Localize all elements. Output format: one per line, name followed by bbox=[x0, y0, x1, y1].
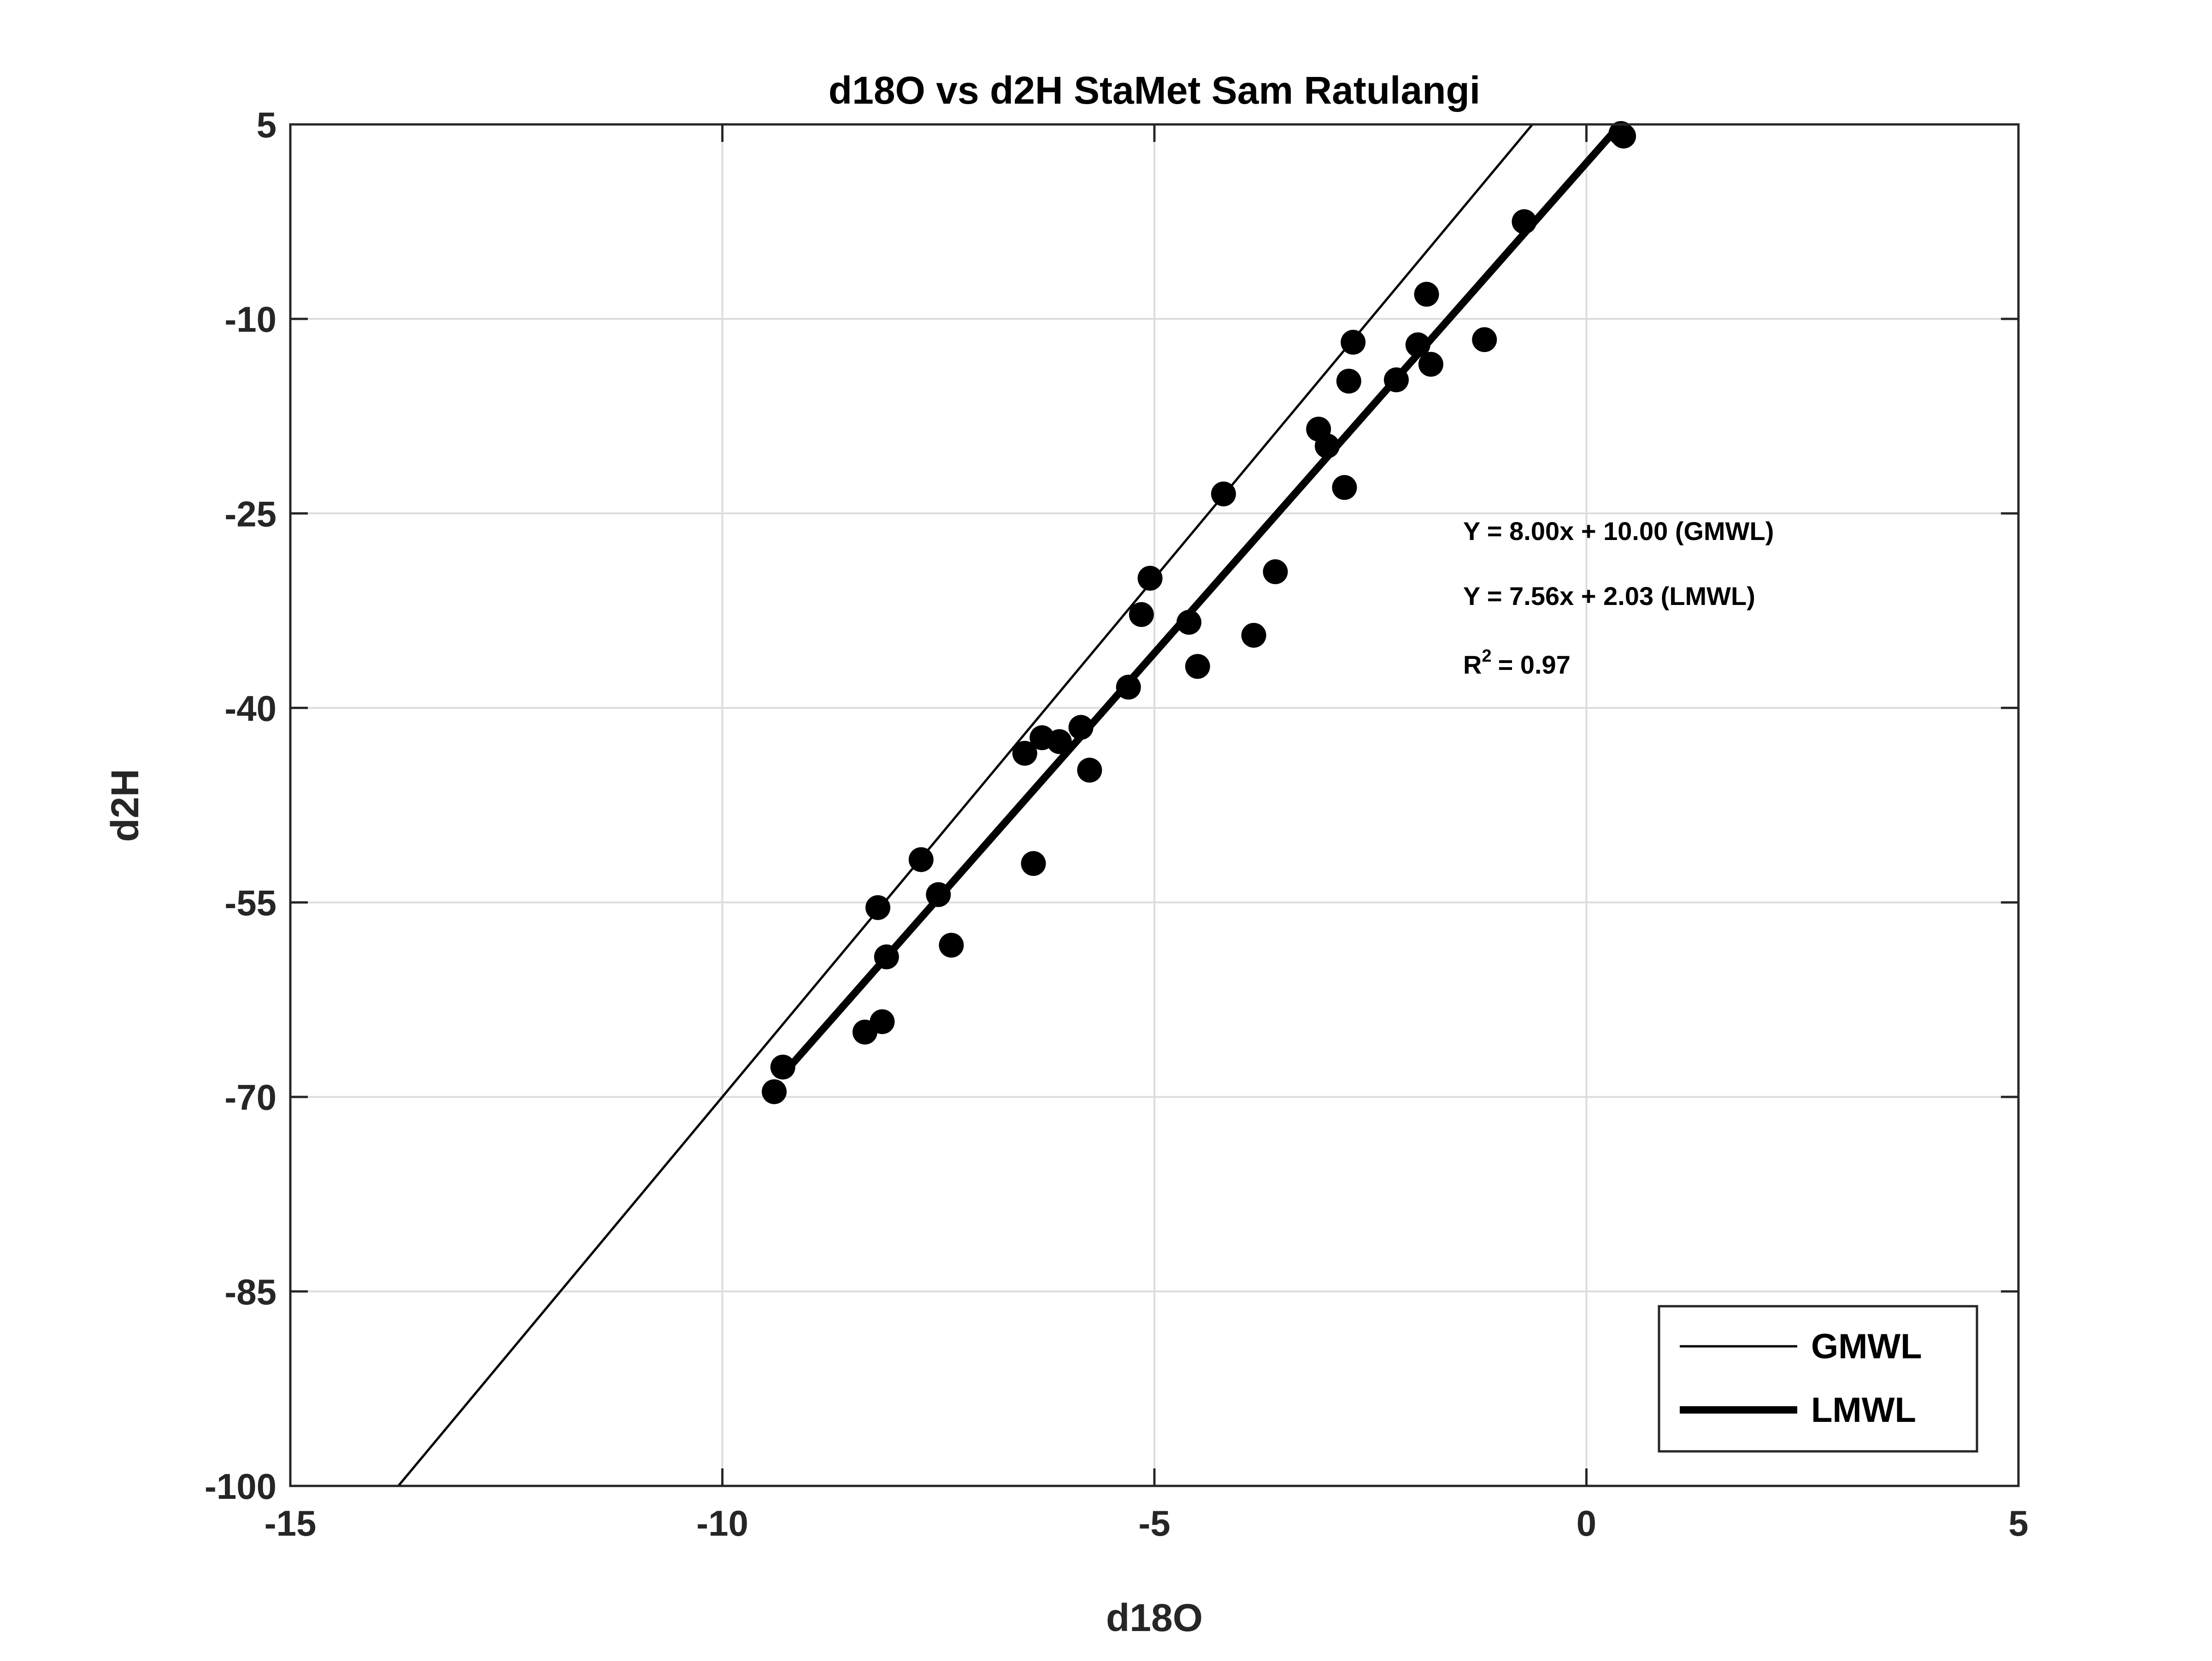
y-tick-label: -55 bbox=[224, 883, 276, 923]
x-tick-label: 5 bbox=[2008, 1503, 2028, 1544]
data-point bbox=[1012, 740, 1037, 766]
y-tick-label: -40 bbox=[224, 688, 276, 728]
x-tick-label: -10 bbox=[696, 1503, 748, 1544]
data-point bbox=[852, 1020, 877, 1045]
data-point bbox=[762, 1079, 787, 1104]
gmwl-line bbox=[397, 123, 1534, 1487]
data-point bbox=[1418, 352, 1443, 377]
chart-title: d18O vs d2H StaMet Sam Ratulangi bbox=[829, 69, 1480, 112]
data-point bbox=[1315, 433, 1340, 458]
y-axis-label: d2H bbox=[103, 769, 147, 842]
data-point bbox=[1185, 654, 1210, 679]
data-point bbox=[1241, 622, 1266, 648]
fit-lines bbox=[397, 121, 1624, 1487]
data-point bbox=[939, 933, 964, 958]
data-point bbox=[1332, 475, 1357, 500]
legend: GMWL LMWL bbox=[1658, 1305, 1978, 1453]
y-tick-label: -10 bbox=[224, 299, 276, 340]
data-point bbox=[1116, 675, 1141, 700]
gmwl-equation: Y = 8.00x + 10.00 (GMWL) bbox=[1463, 516, 1774, 546]
data-point bbox=[874, 944, 899, 969]
legend-lmwl-label: LMWL bbox=[1811, 1391, 1916, 1430]
grid bbox=[290, 124, 2018, 1486]
data-point bbox=[1414, 282, 1439, 307]
legend-box bbox=[1658, 1305, 1978, 1453]
data-point bbox=[1068, 715, 1094, 740]
data-point bbox=[908, 847, 934, 872]
data-point bbox=[770, 1054, 795, 1080]
data-point bbox=[1384, 367, 1409, 393]
y-tick-label: -85 bbox=[224, 1272, 276, 1312]
r-squared-superscript: 2 bbox=[1482, 646, 1491, 666]
data-point bbox=[1211, 481, 1236, 507]
data-point bbox=[865, 895, 890, 920]
data-point bbox=[1405, 332, 1430, 358]
x-tick-label: 0 bbox=[1577, 1503, 1596, 1544]
y-tick-label: -70 bbox=[224, 1077, 276, 1118]
ticks: -15 -10 -5 0 5 -100 -85 -70 -55 -40 -25 -10 5 bbox=[205, 105, 2029, 1544]
legend-gmwl-label: GMWL bbox=[1811, 1327, 1922, 1366]
x-tick-label: -5 bbox=[1138, 1503, 1170, 1544]
y-tick-label: -25 bbox=[224, 493, 276, 534]
data-point bbox=[1047, 729, 1072, 754]
lmwl-equation: Y = 7.56x + 2.03 (LMWL) bbox=[1463, 581, 1755, 610]
y-tick-label: -100 bbox=[205, 1466, 276, 1507]
r-squared-value: = 0.97 bbox=[1498, 650, 1571, 679]
data-point bbox=[1512, 209, 1537, 235]
data-point bbox=[1472, 327, 1497, 352]
data-point bbox=[926, 882, 951, 907]
data-point bbox=[1336, 369, 1361, 394]
data-point bbox=[1021, 851, 1046, 876]
data-point bbox=[1077, 757, 1102, 783]
data-point bbox=[1341, 329, 1366, 355]
data-point bbox=[1608, 121, 1634, 146]
y-tick-label: 5 bbox=[257, 105, 276, 145]
data-point bbox=[1177, 610, 1201, 635]
data-point bbox=[1263, 559, 1288, 584]
lmwl-line bbox=[780, 121, 1624, 1077]
r-squared-annotation: R2 = 0.97 bbox=[1463, 646, 1571, 679]
data-point bbox=[1129, 602, 1154, 627]
x-tick-label: -15 bbox=[265, 1503, 317, 1544]
data-points bbox=[762, 121, 1636, 1104]
x-axis-label: d18O bbox=[1106, 1596, 1203, 1639]
r-squared-symbol: R bbox=[1463, 650, 1482, 679]
data-point bbox=[1137, 566, 1163, 591]
